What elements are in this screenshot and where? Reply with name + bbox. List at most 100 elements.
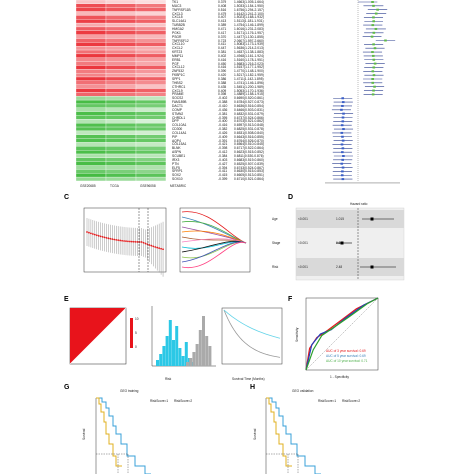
- km-curve-gold: [266, 397, 292, 467]
- forest-point: [341, 151, 344, 154]
- hr-value: 1.5217(1.182-1.959): [234, 73, 264, 78]
- coef-value: -0.426: [218, 130, 228, 135]
- forest-point: [341, 166, 345, 169]
- lasso-cv-point: [115, 238, 118, 241]
- panel-d-title: Hazard ratio: [350, 202, 368, 206]
- hr-value: 1.4477(1.130-1.855): [234, 34, 264, 39]
- panel-d-point: [340, 241, 344, 245]
- gene-name: SCUBE1: [172, 154, 186, 158]
- lasso-cv-point: [127, 240, 129, 243]
- forest-point: [342, 128, 345, 131]
- hr-value: 1.5023(1.168-1.932): [234, 15, 264, 20]
- hist-bar-cyan: [184, 342, 188, 366]
- panel-d-point: [370, 217, 374, 221]
- hr-value: 1.4889(1.158-1.915): [234, 92, 264, 97]
- lasso-cv-point: [129, 240, 131, 243]
- gene-name: COL14A1: [172, 130, 187, 135]
- gene-name: DACT1: [172, 103, 183, 108]
- heatmap-col-label: GSE96058: [140, 184, 156, 188]
- coef-value: -0.399: [218, 177, 228, 182]
- lasso-cv-point: [134, 240, 137, 243]
- triangle-diagonal: [69, 307, 127, 365]
- forest-point: [384, 39, 387, 42]
- lasso-cv-point: [88, 231, 90, 234]
- forest-point: [372, 4, 375, 7]
- lasso-cv-point: [101, 235, 104, 238]
- lasso-cv-point: [162, 248, 164, 251]
- coef-value: -0.410: [218, 103, 228, 108]
- hist-bar-cyan: [178, 348, 182, 366]
- hist-bar-cyan: [181, 356, 185, 366]
- lasso-coef-frame: [179, 207, 251, 273]
- km-g-ylabel: Survival: [82, 428, 86, 440]
- gene-name: PGK1: [172, 30, 181, 35]
- roc-legend-1: AUC of 3 year survival: 0.69: [326, 349, 366, 353]
- forest-point: [373, 62, 377, 65]
- hr-value: 1.5113(1.181-1.931): [234, 19, 264, 24]
- forest-point: [371, 51, 374, 54]
- gene-name: CXCL9: [172, 88, 183, 93]
- forest-point: [373, 85, 376, 88]
- hr-value: 0.6605(0.513-0.851): [234, 173, 264, 178]
- coef-value: 0.407: [218, 15, 227, 20]
- gene-name: SPP1: [172, 77, 181, 81]
- hr-value: 1.5160(1.178-1.951): [234, 57, 264, 62]
- hr-value: 0.6784(0.527-0.873): [234, 100, 264, 105]
- hr-value: 0.6466(0.503-0.831): [234, 107, 264, 112]
- gene-name: STMN2: [172, 111, 184, 116]
- hr-value: 1.6016(1.231-2.083): [234, 26, 264, 31]
- gene-name: ASPN: [172, 150, 181, 155]
- coef-value: -0.381: [218, 111, 228, 116]
- lasso-cv-point: [95, 234, 98, 237]
- coef-value: 0.379: [218, 0, 227, 4]
- forest-point: [340, 108, 343, 111]
- panel-d-band: [296, 210, 404, 228]
- gene-name: FKBP1C: [172, 73, 185, 78]
- panel-label-h: H: [250, 384, 256, 391]
- coef-value: 0.386: [218, 77, 227, 81]
- forest-point: [372, 31, 376, 34]
- lasso-cv-point: [140, 241, 143, 243]
- hr-value: 1.4637(1.138-1.883): [234, 50, 264, 55]
- lasso-cv-point: [132, 240, 135, 243]
- hr-value: 1.5053(1.170-1.936): [234, 88, 264, 93]
- coef-value: 0.416: [218, 57, 227, 62]
- hr-value: 0.6597(0.513-0.848): [234, 123, 264, 128]
- forest-point: [341, 104, 344, 107]
- forest-point: [372, 74, 376, 77]
- lasso-cv-point: [121, 239, 123, 242]
- coef-value: -0.398: [218, 146, 228, 151]
- hist-bar-grey: [202, 316, 205, 366]
- coef-value: -0.388: [218, 100, 228, 105]
- heatmap-col-label: TCGA: [110, 184, 120, 188]
- forest-point: [376, 8, 379, 11]
- panel-d-pvalue: <0.001: [298, 265, 308, 269]
- forest-point: [341, 120, 345, 123]
- gene-name: CXCL2: [172, 46, 183, 51]
- gene-name: SOCS2: [172, 96, 184, 101]
- lasso-cv-point: [142, 241, 145, 244]
- gene-name: TNFRSF11B: [172, 7, 191, 12]
- heatmap-cell: [165, 176, 197, 182]
- coef-value: -0.409: [218, 134, 228, 139]
- coef-value: -0.412: [218, 150, 228, 155]
- gene-name: CXCL12: [172, 65, 185, 70]
- hr-value: 1.4663(1.005-1.664): [234, 0, 264, 4]
- coef-value: -0.391: [218, 138, 228, 143]
- lasso-cv-point: [109, 237, 112, 240]
- lasso-cv-point: [93, 233, 96, 236]
- forest-point: [372, 58, 376, 61]
- hr-value: 0.6630(0.515-0.853): [234, 169, 264, 174]
- lasso-cv-point: [103, 236, 106, 239]
- km-h-title: GEO validation: [292, 389, 314, 393]
- coef-value: 0.409: [218, 88, 227, 93]
- lasso-cv-point: [119, 239, 122, 242]
- gene-name: FAM189B: [172, 100, 187, 105]
- gene-name: CXCL3: [172, 11, 183, 16]
- coef-value: 0.723: [218, 38, 227, 43]
- panel-d-pvalue: <0.001: [298, 217, 308, 221]
- km-curve-gold: [96, 397, 122, 467]
